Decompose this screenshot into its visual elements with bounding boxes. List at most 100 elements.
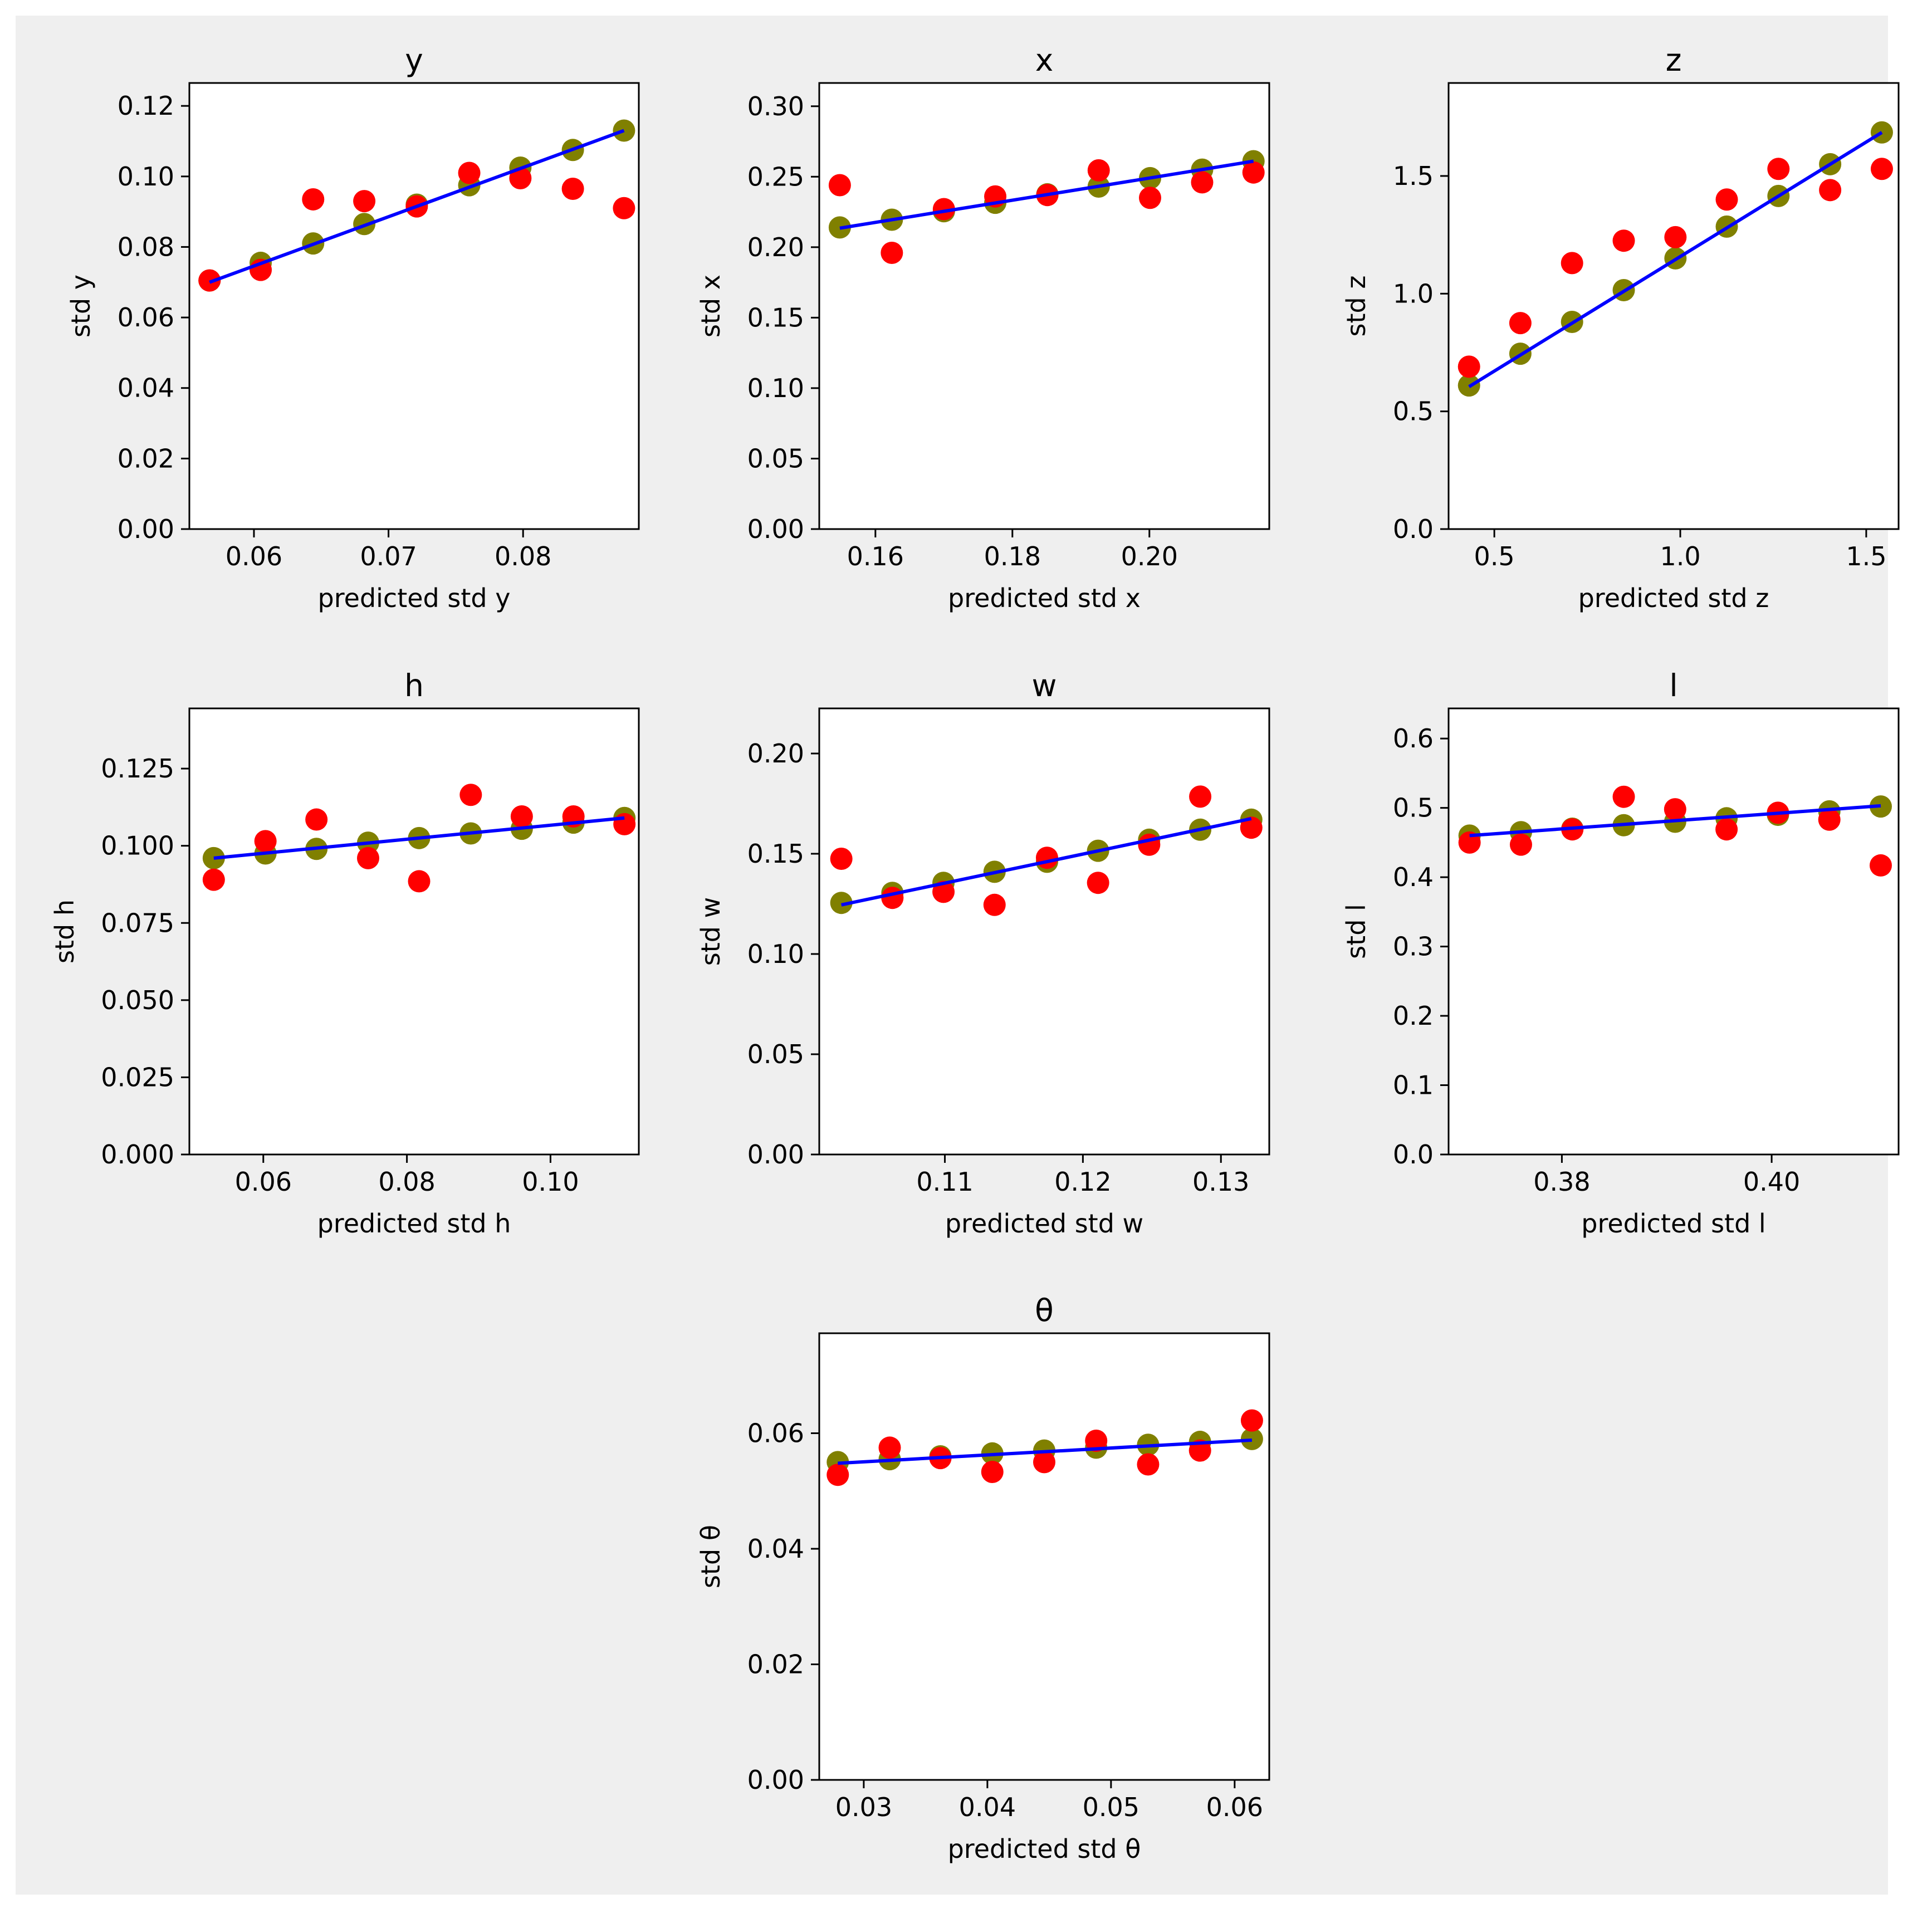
observed-point [981, 1461, 1004, 1484]
observed-point [881, 241, 903, 264]
y-tick-label: 0.6 [1393, 723, 1434, 754]
x-tick-label: 0.06 [1206, 1792, 1263, 1822]
observed-point [1457, 355, 1480, 378]
plot-area [189, 83, 639, 529]
y-tick-label: 0.100 [101, 831, 174, 861]
observed-point [1033, 1451, 1055, 1474]
x-tick-label: 0.5 [1474, 541, 1515, 571]
x-axis-label: predicted std y [318, 583, 511, 613]
observed-point [1242, 161, 1265, 184]
observed-point [1240, 816, 1263, 839]
x-tick-label: 0.16 [847, 541, 904, 571]
x-tick-label: 0.04 [959, 1792, 1016, 1822]
axes-frame [188, 82, 640, 530]
observed-point [458, 162, 481, 184]
y-tick-label: 0.2 [1393, 1001, 1434, 1031]
x-axis-label: predicted std w [945, 1209, 1143, 1239]
axes-frame [1447, 707, 1900, 1156]
x-tick-label: 0.08 [378, 1167, 435, 1197]
observed-point [408, 870, 431, 893]
y-tick-label: 0.04 [118, 373, 174, 403]
x-tick-label: 0.05 [1083, 1792, 1139, 1822]
chart-title: θ [1035, 1293, 1054, 1328]
y-tick-label: 0.20 [747, 738, 804, 769]
observed-point [1818, 808, 1841, 831]
observed-point [878, 1436, 901, 1459]
x-tick-label: 0.20 [1121, 541, 1178, 571]
x-tick-label: 1.0 [1660, 541, 1700, 571]
observed-point [1561, 252, 1583, 275]
observed-point [1509, 312, 1532, 335]
axes-frame [818, 82, 1270, 530]
plot-area [819, 708, 1269, 1154]
fit-line [841, 817, 1252, 907]
y-tick-label: 0.025 [101, 1062, 174, 1092]
x-axis-label: predicted std x [948, 583, 1141, 613]
y-tick-label: 0.050 [101, 985, 174, 1015]
x-axis-label: predicted std l [1581, 1209, 1765, 1239]
observed-point [1664, 226, 1687, 248]
y-tick-label: 0.02 [118, 443, 174, 473]
y-axis-label: std w [696, 897, 726, 966]
observed-point [881, 887, 904, 909]
observed-point [1191, 171, 1214, 194]
y-tick-label: 0.20 [747, 232, 804, 262]
y-tick-label: 0.5 [1393, 397, 1434, 427]
x-tick-label: 0.07 [360, 541, 417, 571]
observed-point [1458, 831, 1481, 854]
observed-point [1035, 847, 1058, 869]
chart-title: z [1666, 42, 1682, 78]
axes-frame [188, 707, 640, 1156]
y-tick-label: 0.00 [747, 1765, 804, 1795]
y-tick-label: 0.04 [747, 1534, 804, 1564]
y-tick-label: 0.10 [118, 162, 174, 192]
observed-point [613, 813, 636, 835]
observed-point [1870, 158, 1893, 180]
observed-point [1087, 872, 1109, 894]
plot-area [819, 83, 1269, 529]
y-tick-label: 0.3 [1393, 932, 1434, 962]
expected-point [1240, 1427, 1263, 1450]
x-tick-label: 0.10 [522, 1167, 579, 1197]
observed-point [1240, 1409, 1263, 1432]
y-axis-label: std z [1341, 276, 1371, 337]
y-tick-label: 0.10 [747, 939, 804, 969]
y-axis-label: std x [696, 275, 726, 337]
observed-point [1767, 158, 1790, 180]
y-tick-label: 1.5 [1393, 161, 1434, 191]
observed-point [1612, 785, 1635, 808]
observed-point [830, 848, 853, 870]
x-tick-label: 0.03 [835, 1792, 892, 1822]
x-tick-label: 0.13 [1192, 1167, 1249, 1197]
x-tick-label: 0.40 [1743, 1167, 1800, 1197]
observed-point [1715, 818, 1738, 841]
observed-point [1509, 833, 1532, 856]
observed-point [509, 167, 532, 189]
observed-point [1715, 188, 1738, 211]
observed-point [1189, 785, 1212, 808]
chart-title: l [1669, 668, 1677, 703]
y-axis-label: std l [1341, 904, 1371, 959]
chart-title: y [405, 42, 423, 78]
y-tick-label: 0.15 [747, 302, 804, 332]
x-tick-label: 0.38 [1533, 1167, 1590, 1197]
x-axis-label: predicted std h [317, 1209, 511, 1239]
y-tick-label: 0.05 [747, 1039, 804, 1069]
y-tick-label: 0.0 [1393, 1139, 1434, 1170]
y-tick-label: 0.06 [747, 1418, 804, 1448]
observed-point [1085, 1429, 1108, 1452]
fit-line [838, 1438, 1253, 1465]
observed-point [932, 880, 955, 903]
x-axis-label: predicted std θ [948, 1834, 1141, 1864]
fit-line [1468, 131, 1883, 388]
y-tick-label: 0.000 [101, 1139, 174, 1170]
x-tick-label: 0.18 [984, 541, 1041, 571]
x-tick-label: 0.12 [1054, 1167, 1111, 1197]
observed-point [1137, 1453, 1160, 1476]
y-tick-label: 0.08 [118, 232, 174, 262]
plot-area [819, 1333, 1269, 1780]
y-tick-label: 0.125 [101, 754, 174, 784]
y-tick-label: 0.05 [747, 443, 804, 473]
observed-point [1819, 179, 1842, 202]
